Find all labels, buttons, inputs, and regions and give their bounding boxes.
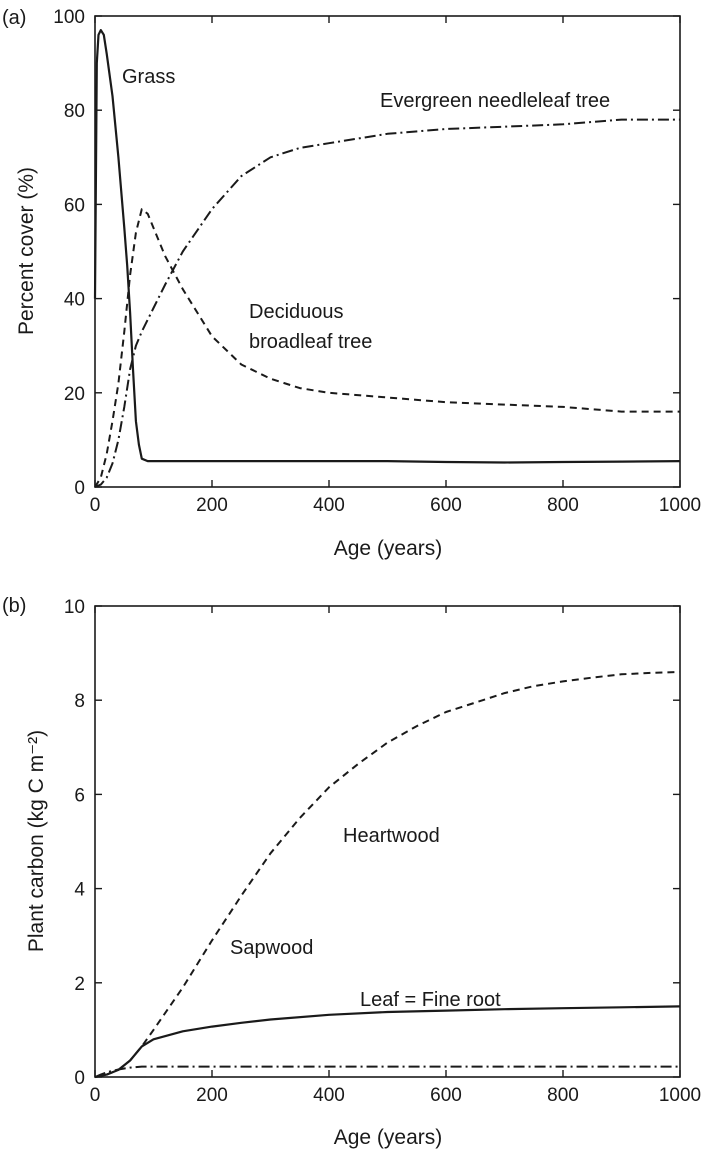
x-tick-label-a-200: 200 bbox=[196, 495, 228, 516]
y-tick-label-b-4: 4 bbox=[74, 880, 85, 901]
y-tick-label-a-60: 60 bbox=[64, 195, 85, 216]
annotation-leaf-fine-root: Leaf = Fine root bbox=[360, 989, 501, 1011]
x-tick-label-b-600: 600 bbox=[430, 1085, 462, 1106]
y-tick-label-b-2: 2 bbox=[74, 974, 85, 995]
x-tick-label-b-800: 800 bbox=[547, 1085, 579, 1106]
annotation-evergreen-needleleaf-tree: Evergreen needleleaf tree bbox=[380, 90, 610, 112]
y-tick-label-b-10: 10 bbox=[64, 597, 85, 618]
panel-a-percent-cover: (a) 0 200 400 600 800 1000 0 20 40 60 80 100 Age (y… bbox=[2, 7, 701, 560]
panel-label-b: (b) bbox=[2, 595, 26, 617]
x-tick-label-b-1000: 1000 bbox=[659, 1085, 701, 1106]
series-line-b-leaf-fine-root bbox=[94, 1065, 680, 1078]
series-line-b-sapwood bbox=[94, 1005, 681, 1079]
series-line-a-grass bbox=[93, 29, 681, 464]
x-axis-title-b: Age (years) bbox=[334, 1126, 443, 1149]
annotation-grass: Grass bbox=[122, 66, 175, 88]
annotation-sapwood: Sapwood bbox=[230, 937, 313, 959]
series-line-a-evergreen-needleleaf-tree bbox=[94, 118, 680, 488]
y-tick-label-b-6: 6 bbox=[74, 785, 85, 806]
x-tick-label-a-1000: 1000 bbox=[659, 495, 701, 516]
panel-label-a: (a) bbox=[2, 7, 26, 29]
y-tick-label-b-0: 0 bbox=[74, 1068, 85, 1089]
y-tick-label-a-80: 80 bbox=[64, 101, 85, 122]
x-tick-label-a-600: 600 bbox=[430, 495, 462, 516]
y-tick-label-a-0: 0 bbox=[74, 478, 85, 499]
annotation-deciduous: Deciduous bbox=[249, 301, 344, 323]
x-axis-title-a: Age (years) bbox=[334, 537, 443, 560]
y-tick-label-a-100: 100 bbox=[53, 7, 85, 28]
y-axis-title-a: Percent cover (%) bbox=[15, 167, 38, 335]
panel-b-plant-carbon: (b) 0 200 400 600 800 1000 0 2 4 6 8 10 Age (years)… bbox=[2, 595, 701, 1149]
series-line-a-deciduous-broadleaf-tree bbox=[94, 208, 680, 488]
y-tick-label-a-20: 20 bbox=[64, 384, 85, 405]
x-tick-label-b-400: 400 bbox=[313, 1085, 345, 1106]
y-tick-label-a-40: 40 bbox=[64, 290, 85, 311]
series-line-b-heartwood bbox=[94, 670, 681, 1078]
y-axis-title-b: Plant carbon (kg C m⁻²) bbox=[25, 730, 48, 952]
x-tick-label-a-800: 800 bbox=[547, 495, 579, 516]
x-tick-label-b-200: 200 bbox=[196, 1085, 228, 1106]
y-tick-label-b-8: 8 bbox=[74, 691, 85, 712]
plot-frame-a bbox=[94, 15, 681, 488]
annotation-broadleaf-tree: broadleaf tree bbox=[249, 331, 372, 353]
x-tick-label-a-0: 0 bbox=[90, 495, 101, 516]
plot-frame-b bbox=[94, 605, 681, 1078]
x-tick-label-b-0: 0 bbox=[90, 1085, 101, 1106]
annotation-heartwood: Heartwood bbox=[343, 825, 440, 847]
x-tick-label-a-400: 400 bbox=[313, 495, 345, 516]
